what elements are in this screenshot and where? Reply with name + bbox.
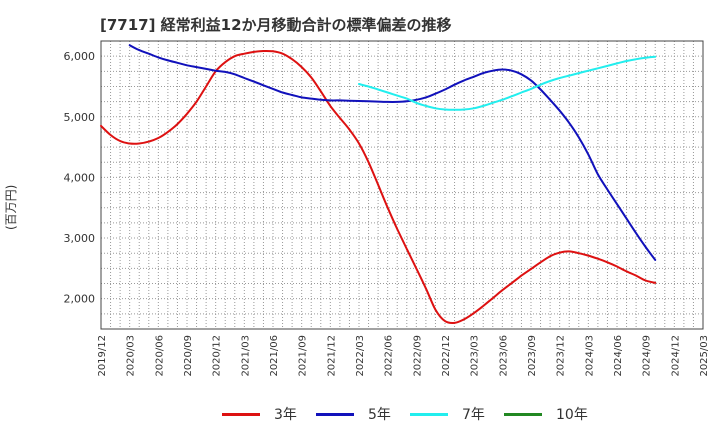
x-tick-label: 2021/09: [298, 335, 309, 377]
x-tick-label: 2025/03: [699, 335, 710, 377]
legend: 3年 5年 7年 10年: [0, 402, 720, 426]
legend-swatch-7y: [410, 412, 448, 416]
x-tick-label: 2020/03: [126, 335, 137, 377]
x-tick-label: 2022/06: [384, 335, 395, 377]
line-chart: 2,000 3,000 4,000 5,000 6,000 2019/12 2020/03 2…: [64, 40, 710, 377]
series-3y-line: [100, 49, 657, 325]
legend-item-10y: 10年: [504, 402, 588, 426]
x-tick-label: 2020/06: [154, 335, 165, 377]
x-tick-label: 2020/12: [212, 335, 223, 377]
y-tick-label: 4,000: [64, 171, 96, 184]
x-tick-label: 2023/12: [556, 335, 567, 377]
legend-label-5y: 5年: [368, 407, 391, 423]
x-tick-label: 2021/03: [240, 335, 251, 377]
x-tick-label: 2024/12: [670, 335, 681, 377]
x-tick-label: 2022/03: [355, 335, 366, 377]
legend-label-3y: 3年: [274, 407, 297, 423]
legend-item-7y: 7年: [410, 402, 485, 426]
y-tick-label: 2,000: [64, 293, 96, 306]
x-tick-label: 2021/12: [326, 335, 337, 377]
series-7y-line: [358, 55, 657, 111]
x-tick-label: 2023/03: [470, 335, 481, 377]
x-tick-label: 2022/12: [441, 335, 452, 377]
chart-title: [7717] 経常利益12か月移動合計の標準偏差の推移: [100, 16, 452, 34]
x-tick-label: 2019/12: [97, 335, 108, 377]
legend-label-10y: 10年: [556, 407, 588, 423]
x-tick-label: 2022/09: [412, 335, 423, 377]
x-tick-label: 2023/06: [498, 335, 509, 377]
legend-item-3y: 3年: [222, 402, 297, 426]
x-tick-label: 2024/06: [613, 335, 624, 377]
legend-label-7y: 7年: [462, 407, 485, 423]
legend-swatch-3y: [222, 412, 260, 416]
plot-area: [101, 41, 703, 329]
legend-swatch-5y: [316, 412, 354, 416]
y-tick-label: 6,000: [64, 50, 96, 63]
series-5y-line: [128, 44, 657, 261]
x-tick-label: 2020/09: [183, 335, 194, 377]
y-tick-label: 5,000: [64, 111, 96, 124]
legend-item-5y: 5年: [316, 402, 391, 426]
legend-swatch-10y: [504, 412, 542, 416]
x-tick-label: 2023/09: [527, 335, 538, 377]
plot-frame: [100, 40, 704, 330]
x-tick-label: 2024/09: [642, 335, 653, 377]
x-tick-label: 2021/06: [269, 335, 280, 377]
y-tick-label: 3,000: [64, 232, 96, 245]
x-tick-label: 2024/03: [584, 335, 595, 377]
